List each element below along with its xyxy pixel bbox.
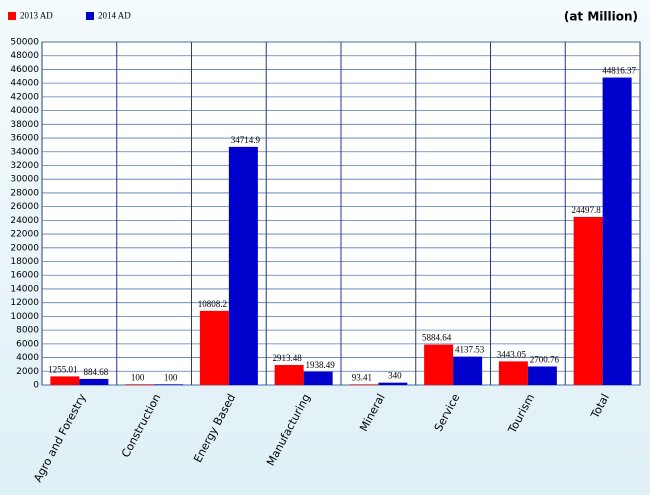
- bar: [79, 378, 109, 385]
- y-tick-label: 20000: [10, 243, 39, 253]
- legend-label: 2014 AD: [98, 11, 131, 21]
- y-tick-label: 50000: [10, 38, 39, 48]
- data-label: 2913.48: [273, 353, 303, 363]
- data-label: 10808.2: [198, 299, 227, 309]
- data-label: 34714.9: [231, 135, 261, 145]
- y-tick-label: 6000: [16, 339, 39, 349]
- bar: [228, 146, 258, 385]
- y-tick-label: 46000: [10, 65, 39, 75]
- data-label: 44816.37: [602, 66, 636, 76]
- y-tick-label: 40000: [10, 106, 39, 116]
- bar: [602, 77, 632, 386]
- data-label: 3443.05: [497, 349, 527, 359]
- y-tick-label: 44000: [10, 79, 39, 89]
- y-tick-label: 24000: [10, 216, 39, 226]
- bar: [424, 344, 454, 385]
- data-label: 340: [388, 371, 402, 381]
- y-tick-label: 36000: [10, 134, 39, 144]
- bar: [154, 384, 184, 385]
- data-label: 100: [131, 372, 145, 382]
- bar: [349, 384, 379, 385]
- data-label: 4137.53: [455, 345, 485, 355]
- y-tick-label: 38000: [10, 120, 39, 130]
- bar: [498, 361, 528, 385]
- bar: [378, 382, 408, 385]
- y-tick-label: 48000: [10, 51, 39, 61]
- y-tick-label: 12000: [10, 298, 39, 308]
- bar: [125, 384, 155, 385]
- data-label: 24497.8: [572, 205, 602, 215]
- y-tick-label: 10000: [10, 312, 39, 322]
- y-tick-label: 30000: [10, 175, 39, 185]
- legend-swatch: [86, 12, 94, 20]
- y-tick-label: 14000: [10, 284, 39, 294]
- y-tick-label: 32000: [10, 161, 39, 171]
- data-label: 1255.01: [48, 364, 77, 374]
- data-label: 100: [164, 372, 178, 382]
- data-label: 1938.49: [306, 360, 336, 370]
- y-tick-label: 8000: [16, 326, 39, 336]
- bar: [50, 376, 80, 385]
- y-tick-label: 42000: [10, 92, 39, 102]
- bar: [573, 216, 603, 385]
- y-tick-label: 28000: [10, 188, 39, 198]
- y-tick-label: 16000: [10, 271, 39, 281]
- y-tick-label: 26000: [10, 202, 39, 212]
- annotation: (at Million): [564, 10, 638, 24]
- data-label: 884.68: [84, 367, 109, 377]
- bar: [453, 356, 483, 385]
- bar: [199, 310, 229, 385]
- legend-swatch: [8, 12, 16, 20]
- y-tick-label: 0: [33, 381, 39, 391]
- y-tick-label: 4000: [16, 353, 39, 363]
- y-tick-label: 2000: [16, 367, 39, 377]
- y-tick-label: 22000: [10, 230, 39, 240]
- y-tick-label: 34000: [10, 147, 39, 157]
- data-label: 93.41: [352, 372, 372, 382]
- bar: [274, 365, 304, 385]
- bar: [527, 366, 557, 385]
- bar: [303, 371, 333, 385]
- data-label: 2700.76: [530, 355, 560, 365]
- y-tick-label: 18000: [10, 257, 39, 267]
- data-label: 5884.64: [422, 333, 452, 343]
- legend-label: 2013 AD: [20, 11, 53, 21]
